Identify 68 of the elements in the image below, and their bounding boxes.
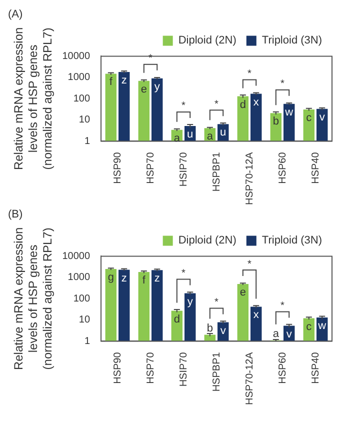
annotation: *	[214, 98, 219, 110]
annotation: *	[148, 53, 153, 64]
data-label: v	[220, 324, 226, 337]
data-label: c	[306, 112, 312, 124]
annotation: *	[248, 68, 252, 80]
x-tick-label: HSP40	[310, 352, 322, 384]
x-tick-label: HSP70	[145, 352, 156, 384]
data-label: u	[187, 128, 194, 141]
data-label: b	[272, 116, 279, 128]
x-tick-label: HSP60	[277, 152, 288, 184]
legend-label: Diploid (2N)	[178, 234, 236, 247]
y-tick-label: 10000	[62, 250, 90, 262]
y-tick-label: 1000	[68, 272, 90, 284]
y-tick-label: 10	[78, 114, 90, 126]
data-label: y	[187, 296, 194, 308]
y-tick-label: 10	[78, 314, 90, 326]
annotation: *	[248, 258, 252, 270]
y-tick-label: 1000	[68, 72, 90, 84]
x-tick-label: HSP70-12A	[244, 352, 256, 406]
data-label: f	[109, 76, 114, 88]
data-label: a	[206, 130, 214, 143]
data-label: z	[154, 272, 160, 285]
x-tick-label: HSP70-12A	[244, 152, 256, 206]
data-label: z	[121, 74, 127, 87]
annotation: *	[182, 100, 186, 112]
data-label: x	[253, 309, 260, 322]
data-label: d	[174, 313, 180, 326]
y-axis-title: Relative mRNA expression levels of HSP genes (normalized against RPL7)	[12, 27, 54, 170]
x-tick-label: HSPBP1	[211, 352, 222, 392]
x-tick-label: HSIP70	[178, 352, 190, 387]
data-label: a	[272, 328, 280, 340]
annotation: *	[214, 296, 219, 308]
annotation: *	[280, 300, 285, 312]
legend-label: Diploid (2N)	[178, 34, 236, 47]
x-tick-label: HSP60	[277, 352, 288, 384]
data-label: e	[240, 286, 246, 299]
data-label: v	[319, 111, 326, 124]
x-tick-label: HSIP70	[178, 152, 190, 187]
chart-title: (A)	[8, 8, 23, 21]
data-label: w	[284, 106, 294, 118]
y-tick-label: 100	[73, 293, 90, 304]
data-label: z	[121, 272, 127, 284]
y-tick-label: 10000	[62, 50, 90, 62]
y-tick-label: 1	[84, 336, 90, 347]
data-label: y	[154, 80, 160, 93]
annotation: *	[182, 268, 186, 280]
data-label: g	[108, 272, 114, 284]
x-tick-label: HSP70	[145, 152, 156, 184]
y-axis-title: Relative mRNA expression levels of HSP genes (normalized against RPL7)	[12, 227, 54, 370]
annotation: *	[280, 78, 285, 90]
x-tick-label: HSPBP1	[211, 152, 222, 192]
x-tick-label: HSP90	[112, 152, 124, 184]
y-tick-label: 100	[73, 93, 90, 104]
data-label: x	[253, 96, 260, 108]
chart-title: (B)	[8, 208, 23, 221]
data-label: f	[142, 274, 146, 287]
data-label: d	[240, 98, 246, 111]
y-tick-label: 1	[84, 136, 90, 147]
x-tick-label: HSP90	[112, 352, 124, 384]
data-label: b	[206, 322, 213, 334]
x-tick-label: HSP40	[310, 152, 322, 184]
legend-label: Triploid (3N)	[262, 234, 322, 247]
data-label: c	[306, 320, 312, 333]
legend-label: Triploid (3N)	[262, 34, 322, 47]
data-label: w	[317, 320, 326, 332]
data-label: u	[220, 126, 226, 139]
data-label: v	[286, 328, 292, 340]
data-label: e	[140, 83, 147, 96]
